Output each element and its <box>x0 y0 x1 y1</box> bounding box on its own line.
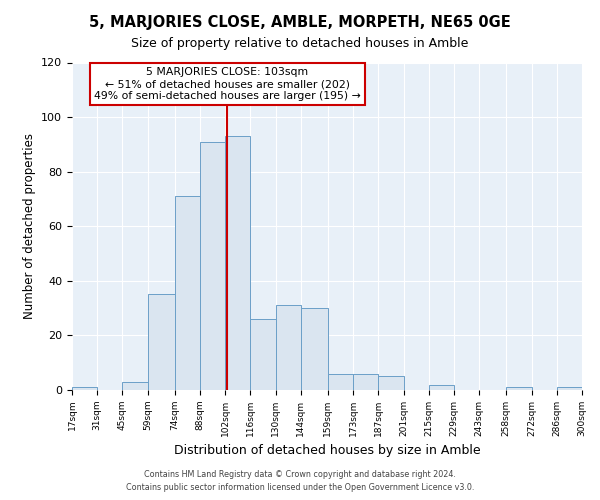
Bar <box>328 374 353 390</box>
Bar <box>148 294 175 390</box>
Y-axis label: Number of detached properties: Number of detached properties <box>23 133 35 320</box>
Bar <box>353 374 379 390</box>
Text: Contains HM Land Registry data © Crown copyright and database right 2024.
Contai: Contains HM Land Registry data © Crown c… <box>126 470 474 492</box>
Bar <box>301 308 328 390</box>
Bar <box>175 196 200 390</box>
Bar <box>506 388 532 390</box>
Bar <box>275 306 301 390</box>
Text: 5, MARJORIES CLOSE, AMBLE, MORPETH, NE65 0GE: 5, MARJORIES CLOSE, AMBLE, MORPETH, NE65… <box>89 15 511 30</box>
Text: Size of property relative to detached houses in Amble: Size of property relative to detached ho… <box>131 38 469 51</box>
Bar <box>379 376 404 390</box>
Bar <box>250 319 275 390</box>
Bar <box>225 136 250 390</box>
Bar <box>429 384 454 390</box>
Bar <box>200 142 225 390</box>
Bar <box>557 388 582 390</box>
Bar <box>122 382 148 390</box>
X-axis label: Distribution of detached houses by size in Amble: Distribution of detached houses by size … <box>173 444 481 458</box>
Bar <box>72 388 97 390</box>
Text: 5 MARJORIES CLOSE: 103sqm
← 51% of detached houses are smaller (202)
49% of semi: 5 MARJORIES CLOSE: 103sqm ← 51% of detac… <box>94 68 361 100</box>
